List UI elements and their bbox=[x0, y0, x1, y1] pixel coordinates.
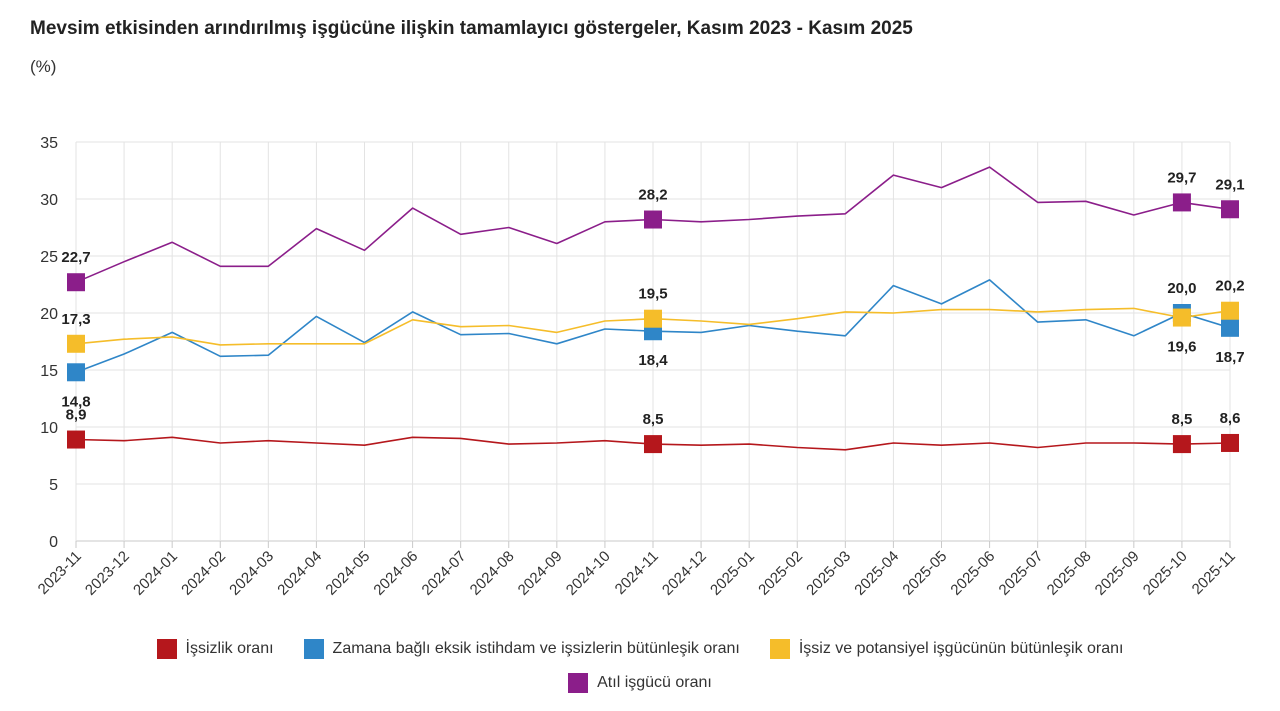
x-tick-label: 2024-07 bbox=[419, 548, 470, 599]
x-tick-label: 2025-07 bbox=[996, 548, 1047, 599]
x-tick-label: 2023-11 bbox=[35, 548, 85, 598]
data-point-marker bbox=[644, 309, 662, 328]
x-tick-label: 2024-12 bbox=[659, 548, 710, 599]
data-label: 8,9 bbox=[66, 407, 87, 424]
x-tick-label: 2024-03 bbox=[226, 548, 277, 599]
x-tick-label: 2024-11 bbox=[612, 548, 662, 598]
legend-item-potential-labour[interactable]: İşsiz ve potansiyel işgücünün bütünleşik… bbox=[769, 639, 1124, 659]
data-label: 8,6 bbox=[1220, 410, 1241, 427]
x-tick-label: 2024-01 bbox=[130, 548, 181, 599]
data-label: 22,7 bbox=[61, 249, 90, 266]
legend-label: Zamana bağlı eksik istihdam ve işsizleri… bbox=[332, 640, 740, 657]
y-tick-label: 15 bbox=[40, 363, 58, 380]
x-tick-label: 2025-01 bbox=[707, 548, 758, 599]
data-labels: 8,9 8,5 8,5 8,6 14,8 18,4 20,0 18,7 17,3 19,5 19,6… bbox=[61, 169, 1244, 428]
x-tick-label: 2024-06 bbox=[370, 548, 421, 599]
data-label: 18,4 bbox=[638, 352, 668, 369]
x-tick-label: 2025-09 bbox=[1092, 548, 1143, 599]
data-label: 14,8 bbox=[61, 393, 90, 410]
data-point-marker bbox=[1172, 193, 1191, 212]
x-tick-label: 2025-03 bbox=[803, 548, 854, 599]
data-point-marker bbox=[1221, 433, 1239, 452]
data-point-marker bbox=[67, 334, 85, 353]
y-tick-label: 30 bbox=[40, 192, 58, 209]
data-point-marker bbox=[1172, 435, 1191, 454]
legend-row-1: İşsizlik oranı Zamana bağlı eksik istihd… bbox=[0, 636, 1280, 662]
data-label: 20,0 bbox=[1167, 280, 1196, 297]
data-label: 20,2 bbox=[1215, 278, 1244, 295]
data-point-marker bbox=[67, 273, 85, 292]
unit-label: (%) bbox=[30, 57, 57, 76]
legend-swatch bbox=[568, 673, 589, 693]
y-tick-label: 20 bbox=[40, 306, 58, 323]
data-point-marker bbox=[1221, 301, 1239, 320]
x-tick-label: 2025-08 bbox=[1044, 548, 1095, 599]
data-point-marker bbox=[1221, 318, 1239, 337]
data-label: 19,6 bbox=[1167, 339, 1196, 356]
x-tick-label: 2024-04 bbox=[274, 548, 325, 599]
data-label: 28,2 bbox=[638, 187, 667, 204]
x-tick-label: 2024-10 bbox=[563, 548, 614, 599]
chart-grid bbox=[75, 141, 1231, 542]
x-tick-label: 2024-02 bbox=[178, 548, 229, 599]
data-label: 19,5 bbox=[638, 286, 667, 303]
chart-axes: 051015202530352023-112023-122024-012024-… bbox=[35, 135, 1239, 599]
line-chart: 051015202530352023-112023-122024-012024-… bbox=[35, 135, 1245, 599]
data-point-marker bbox=[67, 363, 85, 382]
legend-swatch bbox=[303, 639, 324, 659]
y-tick-label: 10 bbox=[40, 420, 58, 437]
legend-swatch bbox=[156, 639, 177, 659]
y-tick-label: 5 bbox=[49, 477, 58, 494]
data-label: 18,7 bbox=[1215, 349, 1244, 366]
chart-title: Mevsim etkisinden arındırılmış işgücüne … bbox=[30, 18, 913, 39]
chart-legend: İşsizlik oranı Zamana bağlı eksik istihd… bbox=[0, 636, 1280, 704]
data-point-marker bbox=[67, 430, 85, 449]
data-label: 29,7 bbox=[1167, 169, 1196, 186]
x-tick-label: 2024-09 bbox=[515, 548, 566, 599]
legend-label: İşsiz ve potansiyel işgücünün bütünleşik… bbox=[798, 640, 1124, 657]
data-point-marker bbox=[1172, 308, 1191, 327]
legend-item-underutilization[interactable]: Atıl işgücü oranı bbox=[568, 673, 712, 693]
y-tick-label: 35 bbox=[40, 135, 58, 152]
data-label: 29,1 bbox=[1215, 176, 1244, 193]
data-label: 8,5 bbox=[643, 411, 664, 428]
legend-item-unemployment[interactable]: İşsizlik oranı bbox=[156, 639, 274, 659]
x-tick-label: 2024-08 bbox=[467, 548, 518, 599]
legend-label: Atıl işgücü oranı bbox=[597, 674, 712, 691]
data-label: 17,3 bbox=[61, 311, 90, 328]
x-tick-label: 2025-10 bbox=[1140, 548, 1191, 599]
legend-row-2: Atıl işgücü oranı bbox=[0, 670, 1280, 696]
series-markers bbox=[67, 193, 1239, 454]
x-tick-label: 2025-05 bbox=[899, 548, 950, 599]
y-tick-label: 0 bbox=[49, 534, 58, 551]
x-tick-label: 2025-06 bbox=[947, 548, 998, 599]
data-label: 8,5 bbox=[1171, 411, 1192, 428]
x-tick-label: 2025-02 bbox=[755, 548, 806, 599]
x-tick-label: 2023-12 bbox=[82, 548, 133, 599]
x-tick-label: 2024-05 bbox=[322, 548, 373, 599]
data-point-marker bbox=[644, 210, 662, 229]
x-tick-label: 2025-04 bbox=[851, 548, 902, 599]
legend-label: İşsizlik oranı bbox=[185, 640, 274, 657]
data-point-marker bbox=[644, 435, 662, 454]
x-tick-label: 2025-11 bbox=[1189, 548, 1239, 598]
y-tick-label: 25 bbox=[40, 249, 58, 266]
legend-swatch bbox=[769, 639, 790, 659]
legend-item-time-related[interactable]: Zamana bağlı eksik istihdam ve işsizleri… bbox=[303, 639, 740, 659]
data-point-marker bbox=[1221, 200, 1239, 219]
